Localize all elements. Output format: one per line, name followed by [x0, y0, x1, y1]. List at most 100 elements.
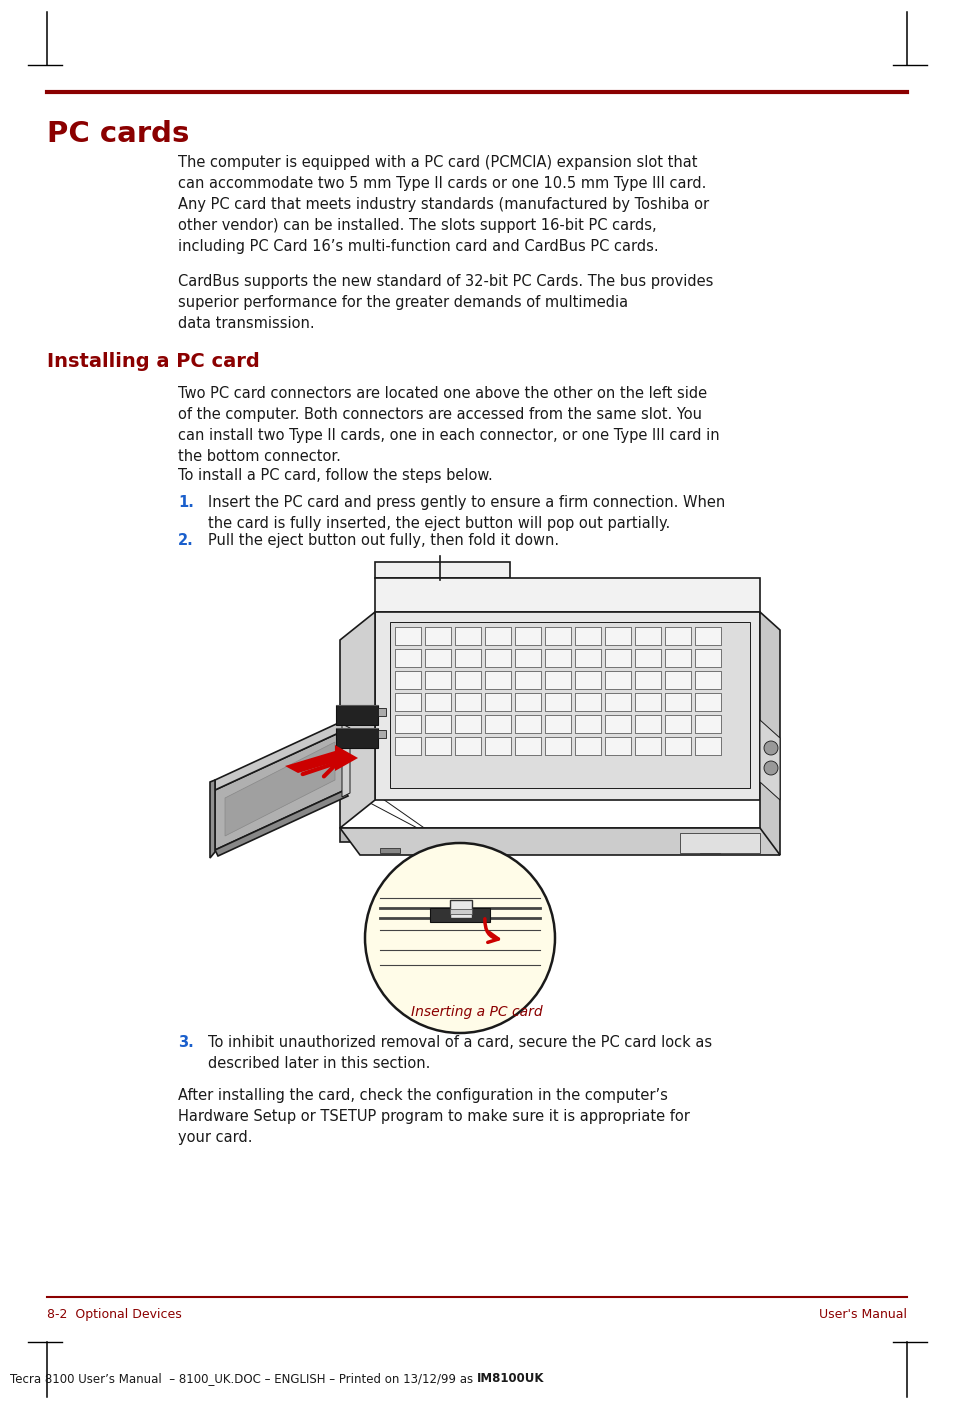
Polygon shape — [335, 745, 357, 771]
Bar — [484, 627, 511, 645]
Bar — [424, 737, 451, 755]
Bar — [664, 737, 690, 755]
Bar — [395, 650, 420, 666]
Polygon shape — [210, 781, 214, 858]
Text: 3.: 3. — [178, 1036, 193, 1050]
Bar — [604, 627, 630, 645]
Polygon shape — [339, 612, 375, 828]
Bar — [664, 650, 690, 666]
Bar — [575, 650, 600, 666]
Bar — [575, 693, 600, 712]
Bar — [395, 671, 420, 689]
Bar — [695, 627, 720, 645]
Bar — [395, 627, 420, 645]
Text: To inhibit unauthorized removal of a card, secure the PC card lock as
described : To inhibit unauthorized removal of a car… — [208, 1036, 711, 1071]
Polygon shape — [285, 751, 348, 774]
Text: After installing the card, check the configuration in the computer’s
Hardware Se: After installing the card, check the con… — [178, 1088, 689, 1146]
Circle shape — [763, 761, 778, 775]
Bar — [424, 671, 451, 689]
Text: Two PC card connectors are located one above the other on the left side
of the c: Two PC card connectors are located one a… — [178, 386, 719, 464]
Bar — [575, 671, 600, 689]
Text: Tecra 8100 User’s Manual  – 8100_UK.DOC – ENGLISH – Printed on 13/12/99 as: Tecra 8100 User’s Manual – 8100_UK.DOC –… — [10, 1372, 476, 1385]
Bar — [695, 737, 720, 755]
Bar — [455, 737, 480, 755]
Text: Inserting a PC card: Inserting a PC card — [411, 1005, 542, 1019]
Polygon shape — [225, 743, 335, 836]
Bar — [395, 737, 420, 755]
Bar — [424, 693, 451, 712]
Bar — [679, 833, 760, 852]
Text: 2.: 2. — [178, 533, 193, 548]
Circle shape — [763, 741, 778, 755]
Bar — [335, 728, 377, 748]
Text: 8-2  Optional Devices: 8-2 Optional Devices — [47, 1308, 182, 1322]
Bar — [515, 650, 540, 666]
Bar — [695, 714, 720, 733]
Text: PC cards: PC cards — [47, 120, 190, 148]
Bar — [544, 693, 571, 712]
Bar — [635, 671, 660, 689]
Bar — [635, 627, 660, 645]
Polygon shape — [214, 720, 345, 790]
Bar — [395, 714, 420, 733]
Bar — [377, 730, 386, 738]
Bar — [544, 737, 571, 755]
Polygon shape — [339, 828, 780, 855]
Polygon shape — [375, 562, 510, 578]
Bar — [424, 627, 451, 645]
Bar — [635, 650, 660, 666]
Bar — [544, 627, 571, 645]
Polygon shape — [390, 621, 749, 788]
Text: To install a PC card, follow the steps below.: To install a PC card, follow the steps b… — [178, 468, 493, 483]
Bar — [695, 671, 720, 689]
Bar — [424, 714, 451, 733]
Text: 1.: 1. — [178, 495, 193, 510]
Bar — [604, 650, 630, 666]
Bar — [604, 671, 630, 689]
Bar — [544, 671, 571, 689]
Text: Insert the PC card and press gently to ensure a firm connection. When
the card i: Insert the PC card and press gently to e… — [208, 495, 724, 531]
Bar — [664, 693, 690, 712]
Bar — [455, 693, 480, 712]
Bar — [450, 909, 472, 914]
Bar — [455, 714, 480, 733]
Polygon shape — [760, 720, 780, 800]
Polygon shape — [214, 790, 348, 857]
Bar — [604, 737, 630, 755]
Bar — [455, 650, 480, 666]
Text: The computer is equipped with a PC card (PCMCIA) expansion slot that
can accommo: The computer is equipped with a PC card … — [178, 155, 708, 254]
Bar — [484, 737, 511, 755]
Bar — [515, 714, 540, 733]
Bar — [604, 693, 630, 712]
Bar — [515, 671, 540, 689]
Bar — [515, 737, 540, 755]
Bar — [664, 671, 690, 689]
Bar — [575, 627, 600, 645]
Bar — [335, 704, 377, 726]
Bar — [700, 848, 720, 852]
Bar — [377, 707, 386, 716]
Polygon shape — [214, 730, 345, 850]
Bar — [635, 737, 660, 755]
Bar — [664, 627, 690, 645]
Polygon shape — [375, 612, 760, 800]
Bar — [515, 693, 540, 712]
Bar — [395, 693, 420, 712]
Bar — [604, 714, 630, 733]
Bar — [430, 907, 490, 921]
Bar — [544, 650, 571, 666]
Bar — [695, 650, 720, 666]
Bar — [484, 671, 511, 689]
Bar — [695, 693, 720, 712]
Text: CardBus supports the new standard of 32-bit PC Cards. The bus provides
superior : CardBus supports the new standard of 32-… — [178, 273, 713, 331]
Polygon shape — [341, 724, 350, 797]
Text: User's Manual: User's Manual — [818, 1308, 906, 1322]
Text: Installing a PC card: Installing a PC card — [47, 352, 259, 371]
Bar — [635, 693, 660, 712]
Bar — [575, 714, 600, 733]
Bar — [424, 650, 451, 666]
Bar — [484, 693, 511, 712]
Bar — [544, 714, 571, 733]
Polygon shape — [339, 828, 760, 843]
Bar — [455, 671, 480, 689]
